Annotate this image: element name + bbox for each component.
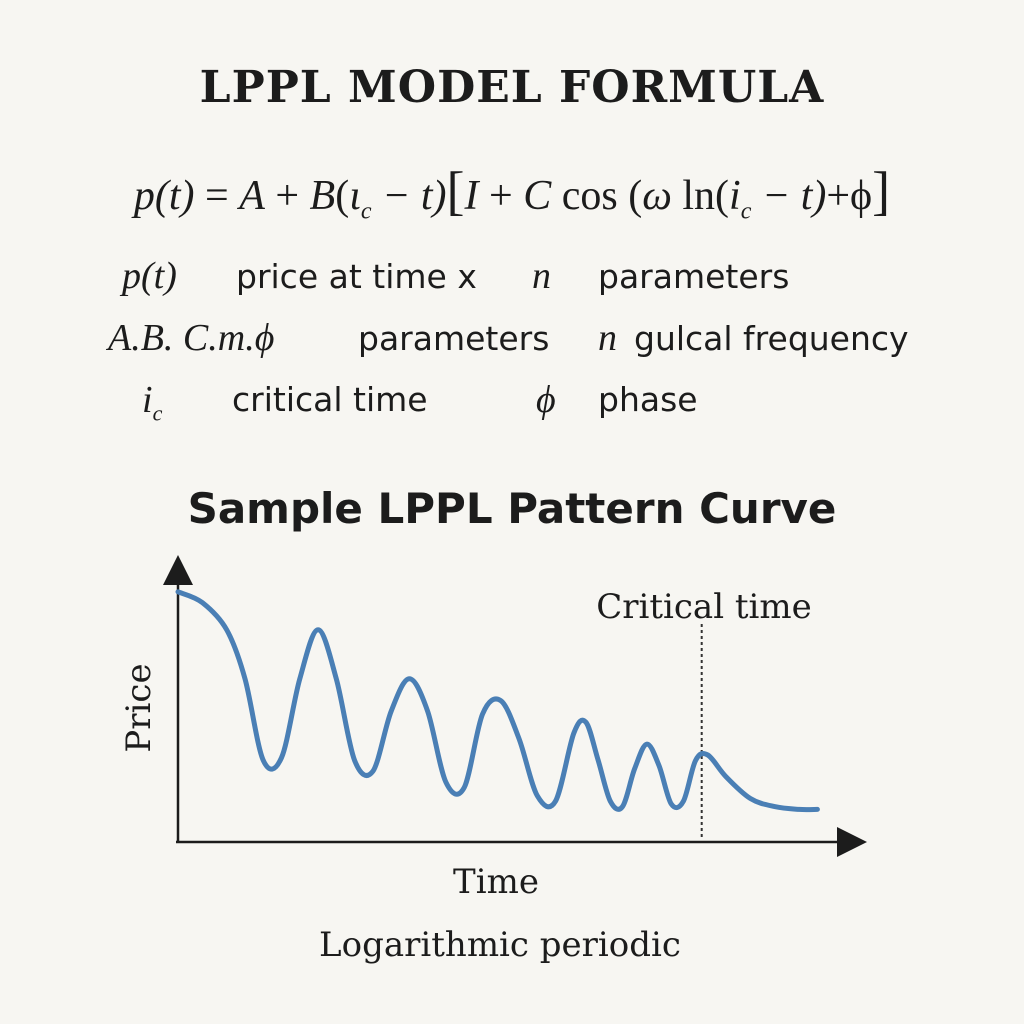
chart-title: Sample LPPL Pattern Curve [187, 484, 837, 533]
page-title: LPPL MODEL FORMULA [199, 62, 825, 113]
lppl-formula: p(t) = A + B(ιc − t)[I + C cos (ω ln(ic … [0, 160, 1024, 225]
chart-caption: Logarithmic periodic [319, 925, 681, 965]
legend-desc-phase: phase [598, 380, 698, 419]
series-line-lppl [175, 589, 820, 813]
formula-c: C [523, 173, 552, 219]
formula-minus-t-1: − t) [371, 173, 447, 219]
legend-symbol-params: A.B. C.m.ϕ [108, 317, 275, 359]
legend-desc-frequency: gulcal frequency [634, 319, 909, 358]
formula-plus-2: + [478, 173, 524, 219]
legend-desc-price: price at time x [236, 257, 477, 296]
formula-paren-2: ( [628, 173, 643, 219]
formula-one: I [464, 173, 479, 219]
legend-desc-critical-time: critical time [232, 380, 428, 419]
formula-tc-1: ι [349, 173, 361, 219]
formula-lhs: p(t) [133, 173, 195, 219]
formula-plus-1: + [264, 173, 310, 219]
formula-plus-phi: +ϕ [826, 173, 873, 219]
formula-b: B [309, 173, 336, 219]
legend-desc-params: parameters [358, 319, 550, 358]
formula-minus-t-2: − t) [751, 173, 827, 219]
critical-time-annotation: Critical time [596, 587, 812, 627]
formula-ln: ln( [671, 173, 730, 219]
formula-bracket-close: ] [872, 161, 891, 221]
legend-symbol-n-frequency: n [598, 317, 617, 359]
formula-a: A [239, 173, 265, 219]
formula-equals: = [194, 173, 240, 219]
legend-symbol-n: n [532, 255, 551, 297]
y-axis-label: Price [119, 663, 159, 752]
legend-symbol-critical-time-main: i [142, 379, 153, 421]
formula-tc-2: i [729, 173, 741, 219]
legend-symbol-critical-time: ic [142, 378, 162, 427]
formula-paren-1: ( [335, 173, 350, 219]
formula-omega: ω [642, 173, 672, 219]
legend-symbol-critical-time-sub: c [152, 400, 163, 426]
legend-symbol-price: p(t) [122, 255, 177, 297]
formula-bracket-open: [ [446, 161, 465, 221]
formula-cos: cos [551, 173, 629, 219]
legend-desc-n: parameters [598, 257, 790, 296]
formula-tc-2-sub: c [740, 198, 752, 225]
x-axis-label: Time [453, 862, 539, 902]
legend-symbol-phi: ϕ [536, 379, 556, 421]
formula-tc-1-sub: c [360, 198, 372, 225]
